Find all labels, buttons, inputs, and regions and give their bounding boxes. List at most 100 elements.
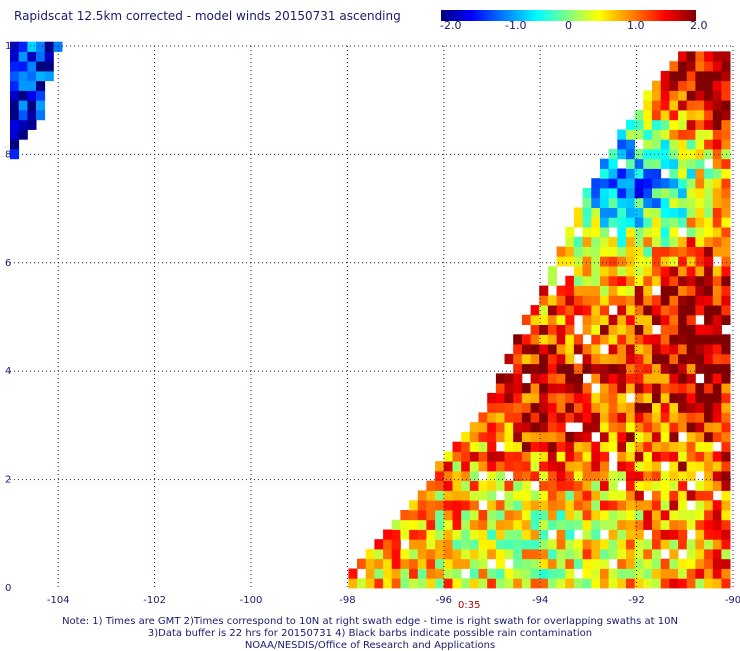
heatmap-cell: [504, 500, 514, 511]
heatmap-cell: [660, 402, 670, 413]
footnote-3: NOAA/NESDIS/Office of Research and Appli…: [244, 640, 496, 651]
heatmap-cell: [409, 549, 419, 560]
heatmap-cell: [704, 246, 714, 257]
heatmap-cell: [443, 549, 453, 560]
heatmap-cell: [600, 451, 610, 462]
heatmap-cell: [634, 227, 644, 238]
heatmap-cell: [556, 490, 566, 501]
heatmap-cell: [686, 519, 696, 530]
heatmap-cell: [678, 90, 688, 101]
heatmap-cell: [478, 490, 488, 501]
heatmap-cell: [469, 441, 479, 452]
heatmap-cell: [521, 461, 531, 472]
heatmap-cell: [686, 344, 696, 355]
heatmap-cell: [400, 549, 410, 560]
heatmap-cell: [469, 431, 479, 443]
heatmap-cell: [582, 188, 592, 199]
heatmap-cell: [556, 529, 566, 540]
heatmap-cell: [547, 344, 557, 355]
heatmap-cell: [695, 256, 705, 267]
heatmap-cell: [409, 568, 419, 579]
heatmap-cell: [487, 441, 497, 452]
heatmap-cell: [617, 256, 627, 267]
heatmap-cell: [634, 266, 644, 277]
heatmap-cell: [547, 470, 557, 482]
heatmap-cell: [547, 510, 557, 521]
heatmap-cell: [704, 451, 714, 462]
heatmap-cell: [669, 461, 679, 472]
heatmap-cell: [678, 402, 688, 413]
heatmap-cell: [608, 217, 618, 228]
heatmap-cell: [678, 266, 688, 277]
heatmap-cell: [556, 246, 566, 257]
heatmap-cell: [452, 470, 462, 482]
heatmap-cell: [547, 539, 557, 550]
heatmap-cell: [487, 412, 497, 423]
heatmap-cell: [660, 539, 670, 550]
heatmap-cell: [652, 363, 662, 374]
heatmap-cell: [504, 568, 514, 579]
heatmap-cell: [721, 480, 731, 491]
heatmap-cell: [652, 500, 662, 511]
heatmap-cell: [591, 178, 601, 189]
heatmap-cell: [556, 578, 566, 589]
heatmap-cell: [617, 188, 627, 199]
heatmap-cell: [469, 500, 479, 511]
heatmap-cell: [18, 119, 28, 130]
heatmap-cell: [591, 188, 601, 199]
heatmap-cell: [582, 500, 592, 511]
heatmap-cell: [643, 412, 653, 423]
heatmap-cell: [704, 285, 714, 296]
heatmap-cell: [686, 285, 696, 296]
heatmap-cell: [678, 490, 688, 501]
heatmap-cell: [712, 158, 722, 169]
heatmap-cell: [573, 451, 583, 462]
heatmap-cell: [686, 149, 696, 160]
heatmap-cell: [409, 519, 419, 530]
heatmap-cell: [44, 51, 54, 62]
heatmap-cell: [565, 334, 575, 345]
heatmap-cell: [617, 373, 627, 384]
heatmap-cell: [573, 431, 583, 443]
heatmap-cell: [539, 392, 549, 404]
grid-lines: [10, 45, 734, 588]
heatmap-cell: [643, 197, 653, 208]
heatmap-cell: [582, 392, 592, 404]
heatmap-cell: [608, 549, 618, 560]
heatmap-cell: [582, 402, 592, 413]
heatmap-cell: [678, 412, 688, 423]
heatmap-cell: [652, 217, 662, 228]
heatmap-cell: [556, 568, 566, 579]
heatmap-cell: [495, 422, 505, 433]
heatmap-cell: [660, 70, 670, 82]
heatmap-cell: [686, 61, 696, 72]
heatmap-cell: [539, 451, 549, 462]
heatmap-cell: [591, 236, 601, 247]
heatmap-cell: [600, 392, 610, 404]
heatmap-cell: [10, 110, 20, 121]
heatmap-cell: [461, 461, 471, 472]
heatmap-cell: [634, 373, 644, 384]
heatmap-cell: [704, 392, 714, 404]
heatmap-cell: [678, 158, 688, 169]
heatmap-cell: [643, 500, 653, 511]
heatmap-cell: [634, 441, 644, 452]
heatmap-cell: [478, 412, 488, 423]
heatmap-cell: [435, 470, 445, 482]
heatmap-cell: [695, 168, 705, 179]
heatmap-cell: [513, 519, 523, 530]
heatmap-cell: [521, 510, 531, 521]
heatmap-cell: [18, 51, 28, 62]
heatmap-cell: [695, 324, 705, 335]
heatmap-cell: [469, 549, 479, 560]
heatmap-cell: [634, 188, 644, 199]
heatmap-cell: [660, 197, 670, 208]
y-tick-label: 10: [5, 41, 18, 52]
heatmap-cell: [695, 558, 705, 569]
heatmap-cell: [712, 285, 722, 296]
heatmap-cell: [556, 314, 566, 325]
heatmap-cell: [712, 568, 722, 579]
heatmap-cell: [547, 266, 557, 277]
heatmap-cell: [391, 529, 401, 540]
heatmap-cell: [591, 480, 601, 491]
